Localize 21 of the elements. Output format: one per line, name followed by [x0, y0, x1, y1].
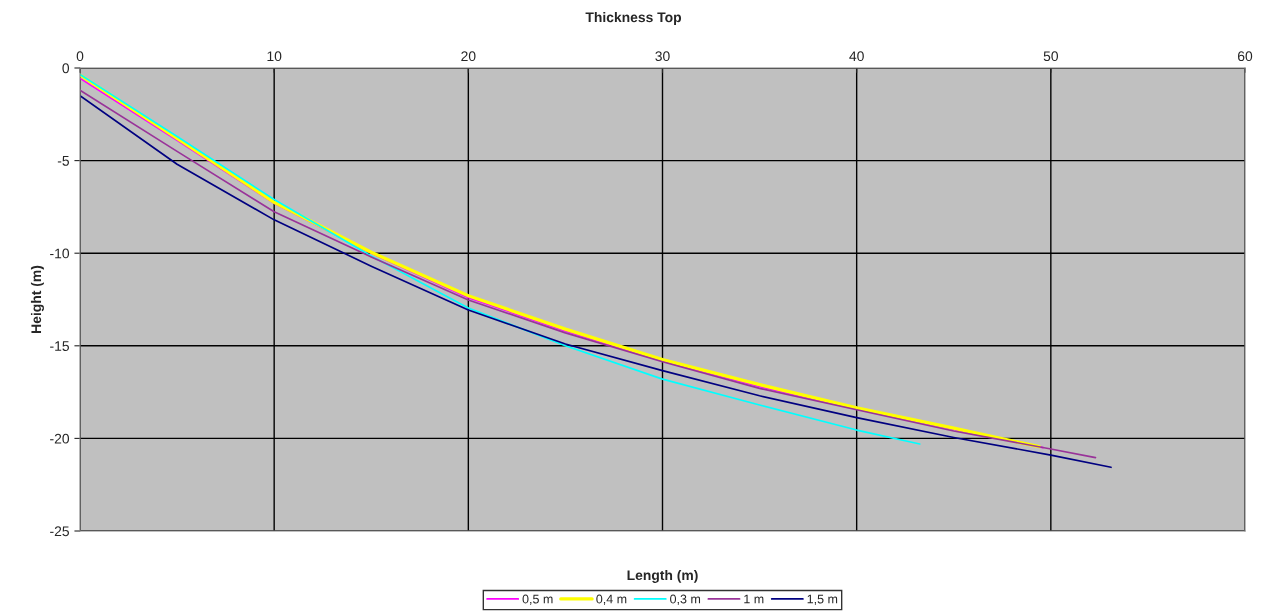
y-axis-title: Height (m) — [30, 265, 44, 333]
legend-label: 1,5 m — [807, 594, 838, 605]
legend-label: 0,5 m — [522, 594, 553, 605]
legend-label: 1 m — [744, 594, 764, 604]
x-tick-label: 40 — [849, 51, 864, 62]
y-tick-label: -20 — [50, 433, 70, 444]
x-tick-label: 20 — [461, 51, 476, 62]
x-tick-label: 10 — [267, 51, 282, 62]
y-tick-label: 0 — [62, 63, 70, 74]
legend-label: 0,3 m — [670, 594, 701, 605]
x-tick-label: 30 — [655, 51, 670, 62]
y-tick-label: -15 — [50, 341, 69, 351]
x-tick-label: 60 — [1237, 51, 1253, 62]
x-tick-label: 50 — [1043, 51, 1059, 62]
legend-label: 0,4 m — [596, 594, 627, 605]
x-axis-title: Length (m) — [627, 569, 698, 583]
y-tick-label: -10 — [50, 248, 70, 259]
x-tick-label: 0 — [76, 51, 84, 62]
y-tick-label: -25 — [50, 526, 69, 537]
y-tick-label: -5 — [57, 156, 69, 166]
chart-title: Thickness Top — [585, 12, 682, 25]
